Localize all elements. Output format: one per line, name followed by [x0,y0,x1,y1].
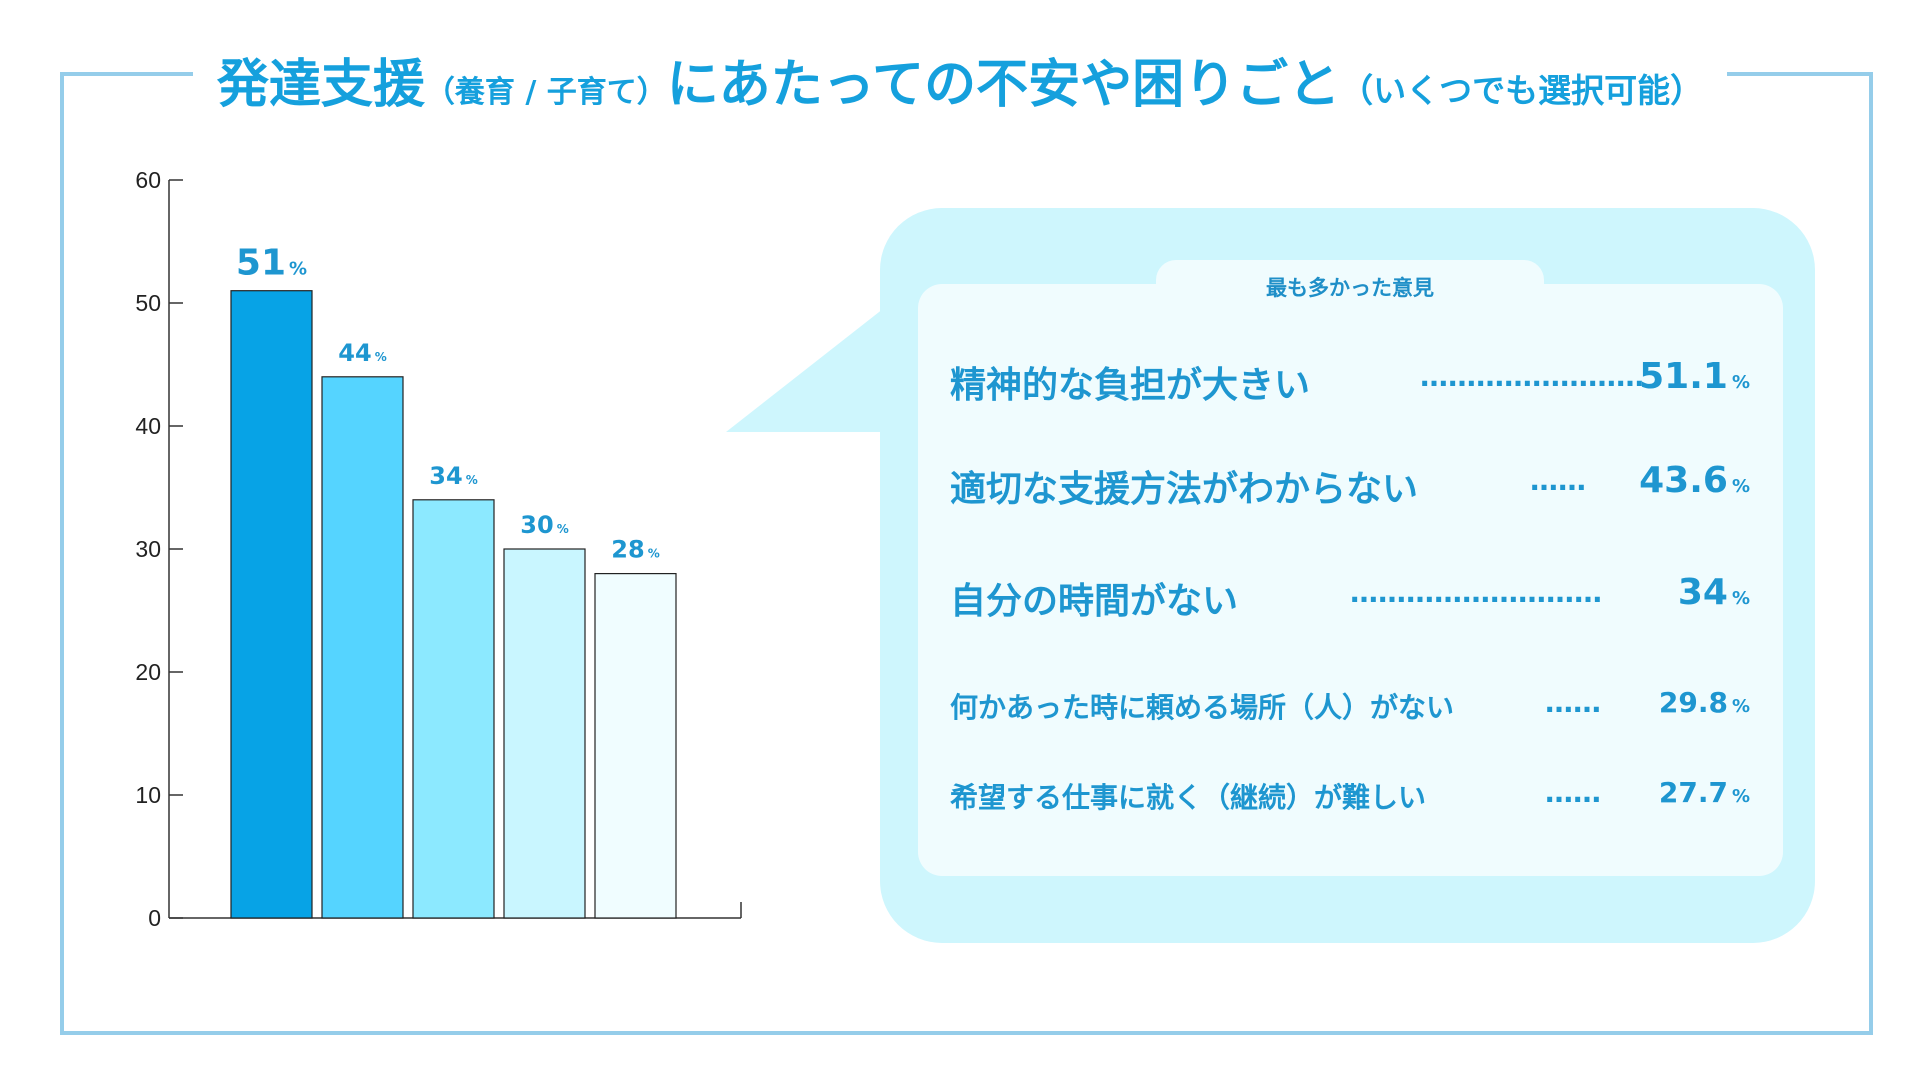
y-tick-label: 0 [148,905,161,931]
bar-4 [503,548,586,919]
callout-item-value: 43.6% [1639,460,1750,501]
title-note: （いくつでも選択可能） [1340,71,1704,110]
title-paren: （養育 / 子育て） [424,75,667,110]
y-tick-label: 60 [135,167,161,193]
callout-item-5: 希望する仕事に就く（継続）が難しい …… 27.7% [950,776,1750,816]
page-title: 発達支援（養育 / 子育て）にあたっての不安や困りごと（いくつでも選択可能） [0,42,1920,117]
y-tick-label: 50 [135,290,161,316]
leader-dots: …………………… [1420,360,1644,393]
y-tick-label: 40 [135,413,161,439]
bar-data-label: 30% [520,511,568,539]
callout-item-value: 29.8% [1658,686,1750,719]
bar-data-label: 44% [338,339,386,367]
leader-dots: …… [1530,464,1586,497]
callout-panel [918,284,1783,876]
callout-item-value: 34% [1677,572,1750,613]
y-tick-label: 20 [135,659,161,685]
title-main-2: にあたっての不安や困りごと [666,55,1341,115]
callout-tab: 最も多かった意見 [1156,260,1544,320]
callout-item-3: 自分の時間がない ……………………… 34% [950,572,1750,622]
callout-item-value: 27.7% [1658,776,1750,809]
bar-data-label: 34% [429,462,477,490]
y-tick-label: 10 [135,782,161,808]
bar-data-label: 28% [611,536,659,564]
bar-data-label: 51% [236,243,307,284]
callout-item-value: 51.1% [1639,356,1750,397]
bar-1 [230,290,313,919]
leader-dots: …… [1545,776,1601,809]
callout-item-4: 何かあった時に頼める場所（人）がない …… 29.8% [950,686,1750,726]
callout-item-label: 精神的な負担が大きい [950,365,1311,406]
callout-item-label: 自分の時間がない [950,581,1239,622]
y-tick-label: 30 [135,536,161,562]
chart-data-labels: 51 % 44 % 34 % 30 % 28% [236,243,660,564]
callout-item-label: 何かあった時に頼める場所（人）がない [950,691,1455,724]
callout-item-1: 精神的な負担が大きい …………………… 51.1% [950,356,1750,406]
callout-item-2: 適切な支援方法がわからない …… 43.6% [950,460,1750,510]
title-main-1: 発達支援 [216,55,425,115]
leader-dots: ……………………… [1350,576,1602,609]
leader-dots: …… [1545,686,1601,719]
callout-item-label: 適切な支援方法がわからない [950,469,1419,510]
bar-3 [412,499,495,919]
chart-bars [230,290,677,919]
bar-2 [321,376,404,919]
callout-item-label: 希望する仕事に就く（継続）が難しい [950,781,1427,814]
bar-5 [594,572,677,919]
